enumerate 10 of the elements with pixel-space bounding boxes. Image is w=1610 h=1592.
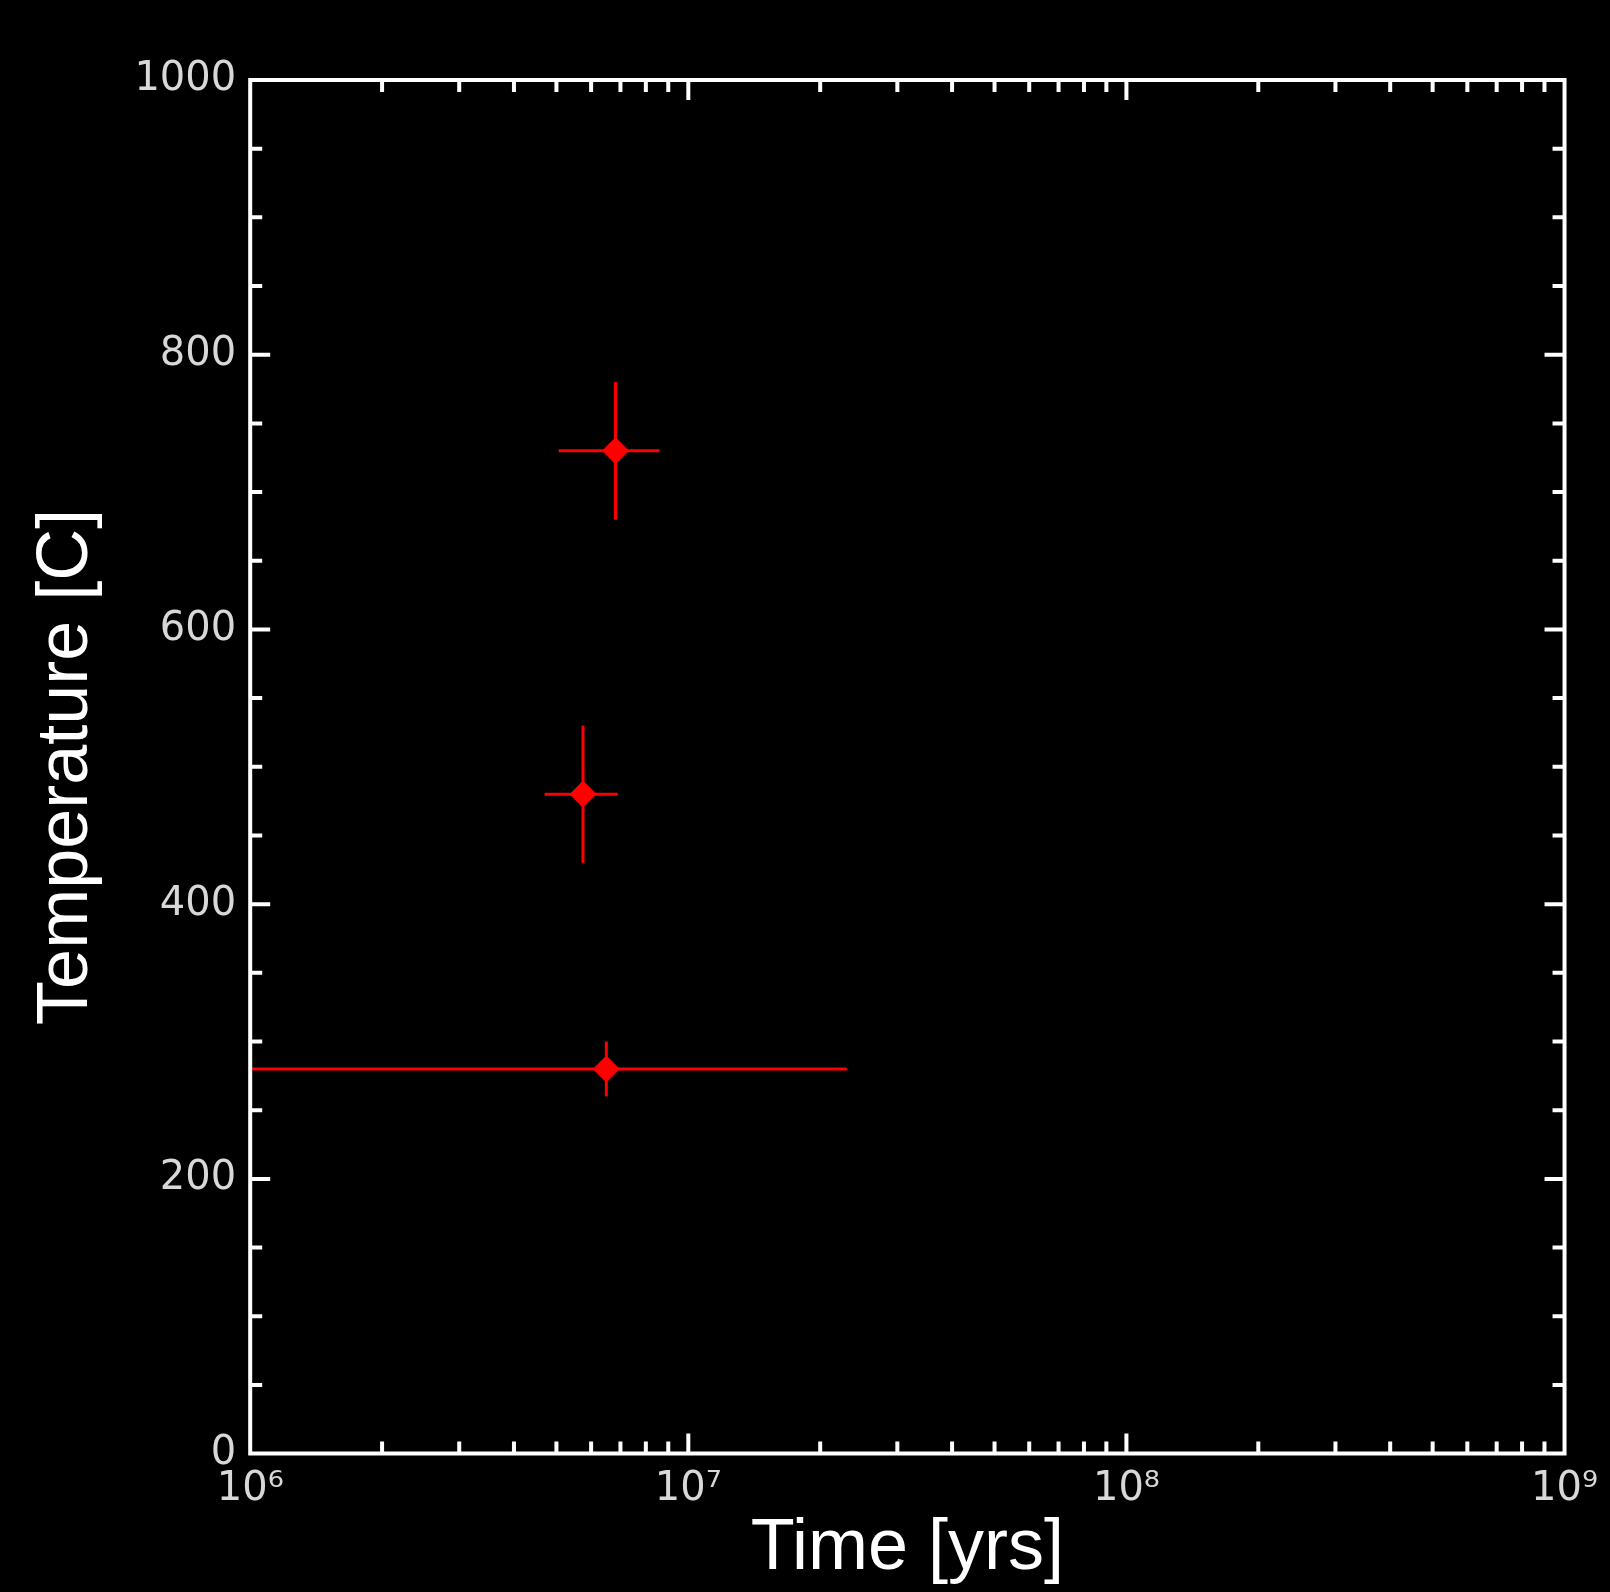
y-tick-label: 1000 bbox=[134, 53, 237, 100]
x-tick-label: 10⁹ bbox=[1531, 1462, 1598, 1509]
x-axis-title: Time [yrs] bbox=[750, 1503, 1065, 1584]
y-tick-label: 400 bbox=[159, 877, 237, 924]
y-axis-title: Temperature [C] bbox=[22, 508, 103, 1025]
x-tick-label: 10⁷ bbox=[654, 1462, 722, 1509]
y-tick-label: 200 bbox=[159, 1152, 237, 1199]
x-tick-label: 10⁸ bbox=[1092, 1462, 1160, 1509]
y-tick-label: 600 bbox=[159, 602, 237, 649]
y-tick-label: 800 bbox=[159, 328, 237, 375]
